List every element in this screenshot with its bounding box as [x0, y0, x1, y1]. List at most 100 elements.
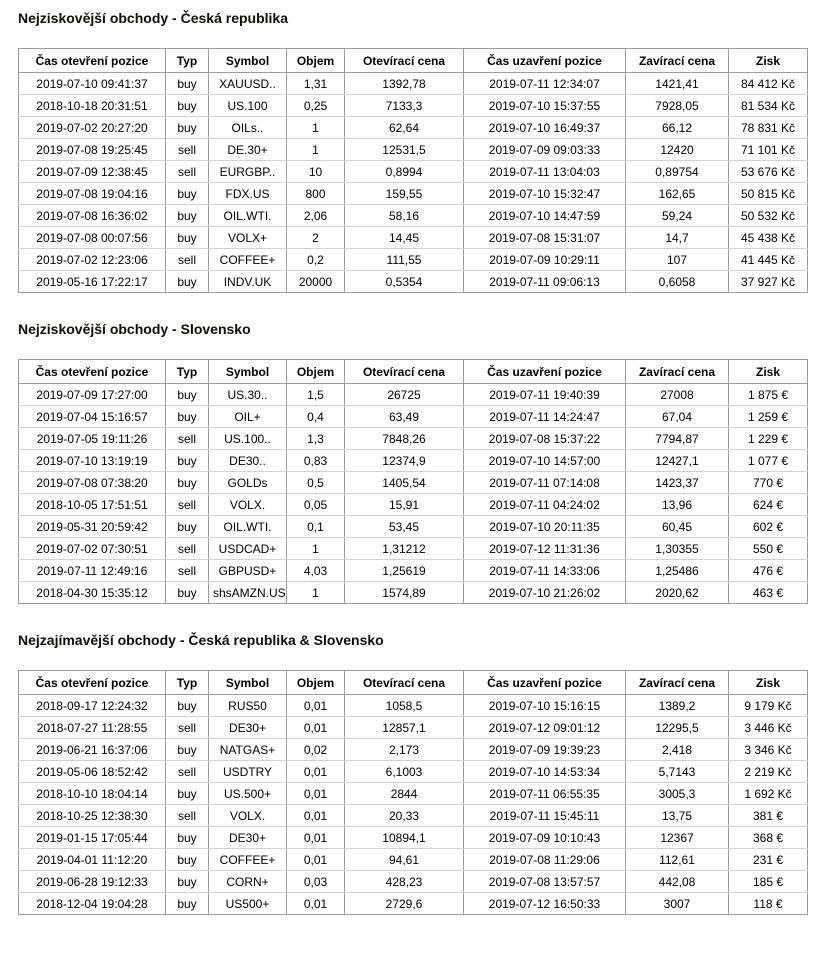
cell: sell: [165, 160, 209, 183]
cell: 2019-07-11 14:33:06: [463, 559, 626, 582]
cell: 12374,9: [344, 449, 464, 472]
cell: buy: [165, 182, 209, 205]
cell: VOLX+: [208, 226, 287, 249]
cell: 2018-09-17 12:24:32: [18, 694, 166, 717]
cell: 2019-07-10 16:49:37: [463, 116, 626, 139]
cell: 53 676 Kč: [728, 160, 808, 183]
cell: sell: [165, 559, 209, 582]
cell: 12295,5: [625, 716, 729, 739]
cell: 10: [286, 160, 345, 183]
cell: 2,418: [625, 738, 729, 761]
cell: 0,25: [286, 94, 345, 117]
cell: 368 €: [728, 826, 808, 849]
cell: 15,91: [344, 493, 464, 516]
cell: 0,01: [286, 782, 345, 805]
cell: 800: [286, 182, 345, 205]
cell: 0,01: [286, 804, 345, 827]
cell: 1 077 €: [728, 449, 808, 472]
table-row: 2019-07-02 20:27:20 buy OILs.. 1 62,64 2019-0…: [18, 116, 808, 139]
cell: 2019-07-11 04:24:02: [463, 493, 626, 516]
cell: 12427,1: [625, 449, 729, 472]
table-row: 2019-04-01 11:12:20 buy COFFEE+ 0,01 94,61 20…: [18, 848, 808, 871]
cell: 2019-07-08 16:36:02: [18, 204, 166, 227]
column-header: Zavírací cena: [625, 670, 729, 695]
section-top-trades-sk: Nejziskovější obchody - Slovensko Čas ot…: [18, 319, 808, 604]
cell: buy: [165, 848, 209, 871]
cell: 6,1003: [344, 760, 464, 783]
cell: 1392,78: [344, 72, 464, 95]
cell: 94,61: [344, 848, 464, 871]
cell: 45 438 Kč: [728, 226, 808, 249]
cell: buy: [165, 72, 209, 95]
cell: 2018-10-10 18:04:14: [18, 782, 166, 805]
cell: 60,45: [625, 515, 729, 538]
cell: buy: [165, 826, 209, 849]
cell: XAUUSD..: [208, 72, 287, 95]
cell: buy: [165, 270, 209, 293]
table-row: 2019-07-09 12:38:45 sell EURGBP.. 10 0,8994 2…: [18, 160, 808, 183]
cell: DE.30+: [208, 138, 287, 161]
cell: 0,01: [286, 716, 345, 739]
column-header: Čas uzavření pozice: [463, 670, 626, 695]
cell: 2019-07-12 16:50:33: [463, 892, 626, 915]
cell: 50 532 Kč: [728, 204, 808, 227]
table-row: 2018-10-10 18:04:14 buy US.500+ 0,01 2844 201…: [18, 782, 808, 805]
cell: 2019-07-09 17:27:00: [18, 383, 166, 406]
table-row: 2018-10-25 12:38:30 sell VOLX. 0,01 20,33 201…: [18, 804, 808, 827]
header-row: Čas otevření pozice Typ Symbol Objem Otevíra…: [18, 670, 808, 695]
table-row: 2019-07-10 13:19:19 buy DE30.. 0,83 12374,9 2…: [18, 449, 808, 472]
table-row: 2019-07-08 07:38:20 buy GOLDs 0,5 1405,54 201…: [18, 471, 808, 494]
cell: 7794,87: [625, 427, 729, 450]
cell: 2019-07-11 15:45:11: [463, 804, 626, 827]
cell: 2019-05-31 20:59:42: [18, 515, 166, 538]
cell: 463 €: [728, 581, 808, 604]
cell: 0,6058: [625, 270, 729, 293]
section-title: Nejziskovější obchody - Česká republika: [18, 10, 288, 26]
cell: US.100..: [208, 427, 287, 450]
cell: buy: [165, 694, 209, 717]
table-row: 2019-07-02 12:23:06 sell COFFEE+ 0,2 111,55 2…: [18, 248, 808, 271]
cell: buy: [165, 405, 209, 428]
table-row: 2019-07-08 16:36:02 buy OIL.WTI. 2,06 58,16 2…: [18, 204, 808, 227]
cell: 185 €: [728, 870, 808, 893]
cell: 0,5: [286, 471, 345, 494]
cell: 2,06: [286, 204, 345, 227]
table-row: 2019-05-31 20:59:42 buy OIL.WTI. 0,1 53,45 20…: [18, 515, 808, 538]
table-header: Čas otevření pozice Typ Symbol Objem Otevíra…: [18, 359, 808, 384]
column-header: Čas otevření pozice: [18, 48, 166, 73]
cell: buy: [165, 383, 209, 406]
trades-table: Čas otevření pozice Typ Symbol Objem Otevíra…: [18, 670, 808, 915]
cell: FDX.US: [208, 182, 287, 205]
section-title: Nejzajímavější obchody - Česká republika…: [18, 632, 384, 648]
header-row: Čas otevření pozice Typ Symbol Objem Otevíra…: [18, 359, 808, 384]
cell: 2: [286, 226, 345, 249]
cell: buy: [165, 449, 209, 472]
cell: 1405,54: [344, 471, 464, 494]
cell: 2020,62: [625, 581, 729, 604]
cell: 20,33: [344, 804, 464, 827]
cell: 10894,1: [344, 826, 464, 849]
cell: 2019-07-08 19:25:45: [18, 138, 166, 161]
cell: 2019-07-08 19:04:16: [18, 182, 166, 205]
cell: OIL.WTI.: [208, 204, 287, 227]
table-row: 2019-06-28 19:12:33 buy CORN+ 0,03 428,23 201…: [18, 870, 808, 893]
cell: 0,05: [286, 493, 345, 516]
cell: 37 927 Kč: [728, 270, 808, 293]
table-row: 2019-07-08 00:07:56 buy VOLX+ 2 14,45 2019-07…: [18, 226, 808, 249]
cell: 602 €: [728, 515, 808, 538]
cell: 4,03: [286, 559, 345, 582]
cell: 63,49: [344, 405, 464, 428]
cell: 2019-07-11 09:06:13: [463, 270, 626, 293]
cell: 2019-07-10 15:32:47: [463, 182, 626, 205]
cell: sell: [165, 493, 209, 516]
cell: 162,65: [625, 182, 729, 205]
cell: buy: [165, 226, 209, 249]
cell: 159,55: [344, 182, 464, 205]
cell: 1,5: [286, 383, 345, 406]
cell: buy: [165, 471, 209, 494]
cell: 2019-07-10 14:53:34: [463, 760, 626, 783]
cell: sell: [165, 804, 209, 827]
cell: 2019-07-11 07:14:08: [463, 471, 626, 494]
column-header: Otevírací cena: [344, 670, 464, 695]
